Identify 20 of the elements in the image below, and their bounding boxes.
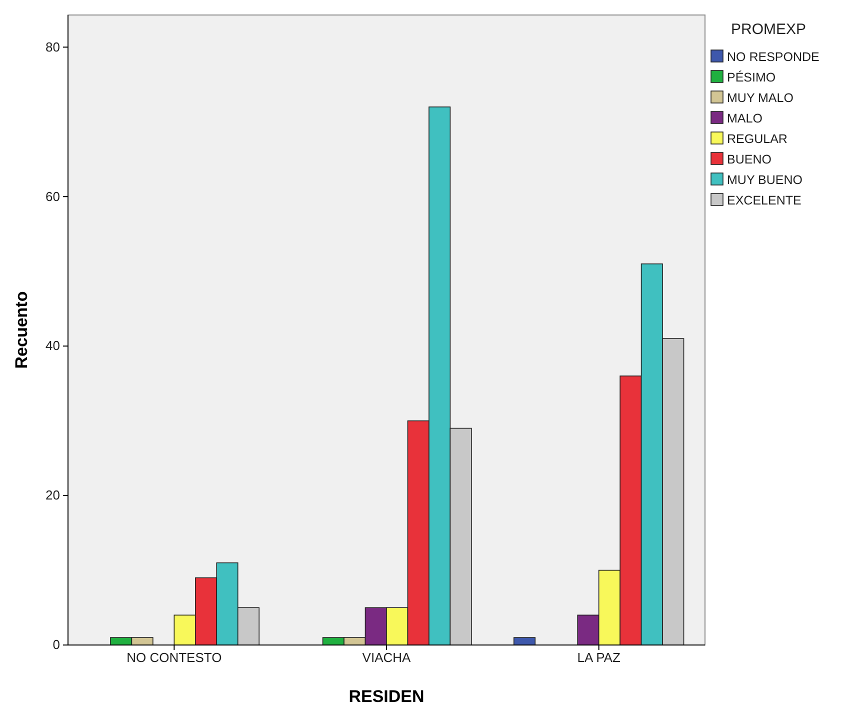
legend-label: MALO bbox=[727, 112, 763, 126]
legend-label: BUENO bbox=[727, 152, 772, 166]
legend-label: PÉSIMO bbox=[727, 70, 776, 84]
x-axis-title: RESIDEN bbox=[348, 687, 424, 706]
legend-label: MUY BUENO bbox=[727, 173, 803, 187]
y-axis-title: Recuento bbox=[12, 291, 31, 369]
y-tick-label: 0 bbox=[52, 637, 60, 652]
y-tick-label: 20 bbox=[46, 488, 60, 503]
y-tick-label: 60 bbox=[46, 188, 60, 204]
x-tick-label: NO CONTESTO bbox=[126, 650, 222, 666]
y-tick-label: 40 bbox=[46, 338, 60, 354]
x-tick-label: VIACHA bbox=[362, 650, 412, 666]
legend-title: PROMEXP bbox=[731, 21, 806, 38]
legend-label: REGULAR bbox=[727, 132, 788, 146]
legend-label: NO RESPONDE bbox=[727, 50, 820, 64]
legend-label: EXCELENTE bbox=[727, 194, 802, 208]
legend-label: MUY MALO bbox=[727, 91, 794, 105]
x-tick-label: LA PAZ bbox=[577, 650, 620, 666]
bar bbox=[514, 637, 536, 646]
y-tick-label: 80 bbox=[46, 39, 60, 54]
